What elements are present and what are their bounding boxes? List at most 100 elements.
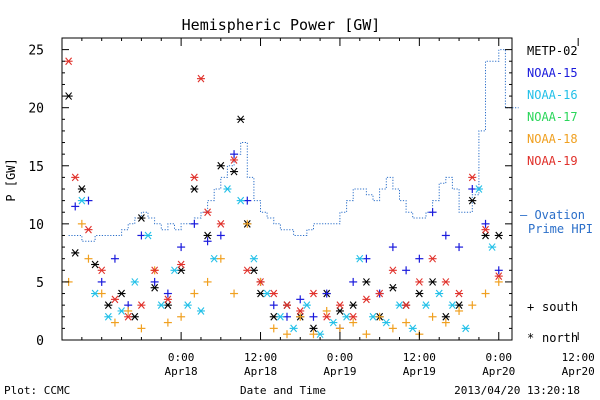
star-d2 (230, 167, 238, 176)
data-point (309, 330, 318, 339)
star-d2 (118, 307, 125, 315)
data-point (402, 266, 411, 275)
data-point (216, 231, 225, 240)
star-d2 (197, 307, 205, 315)
data-point (415, 289, 424, 298)
data-point (177, 260, 186, 269)
x-tick-date: Apr19 (323, 365, 356, 378)
star-d2 (184, 301, 192, 310)
data-point (296, 307, 305, 315)
data-point (362, 330, 371, 339)
star-d2 (190, 173, 198, 182)
data-point (441, 231, 450, 240)
data-point (236, 115, 245, 124)
star-d2 (250, 266, 258, 275)
star-d2 (409, 324, 417, 333)
data-point (388, 324, 397, 333)
star-d2 (177, 266, 185, 275)
marker-legend-label: north (542, 331, 578, 345)
star-d2 (349, 312, 357, 321)
star-d2 (257, 289, 264, 298)
star-d2 (402, 301, 410, 310)
data-point (97, 266, 106, 275)
data-point (216, 254, 225, 263)
data-point (117, 289, 126, 298)
star-d2 (362, 278, 370, 286)
data-point (137, 301, 146, 310)
data-point (124, 312, 133, 321)
data-point (362, 278, 371, 286)
data-point (455, 306, 464, 315)
star-d2 (336, 301, 344, 310)
data-point (421, 301, 430, 310)
data-point (84, 254, 93, 263)
data-point (382, 318, 391, 327)
legend-item: NOAA-19 (527, 154, 578, 168)
star-d2 (389, 283, 397, 292)
legend-item: NOAA-17 (527, 110, 578, 124)
data-point (322, 312, 331, 321)
data-point (355, 254, 364, 263)
ovation-legend-label: Prime HPI (528, 222, 593, 236)
data-point (441, 318, 450, 327)
data-point (362, 295, 371, 304)
star-d2 (329, 318, 337, 327)
data-point (441, 278, 450, 286)
data-point (309, 312, 318, 321)
star-d2 (164, 295, 172, 304)
star-d2 (468, 196, 476, 205)
x-tick-date: Apr20 (482, 365, 515, 378)
data-point (269, 301, 278, 310)
y-tick-label: 5 (36, 276, 44, 291)
data-point (110, 254, 119, 263)
data-point (249, 254, 258, 263)
legend-item: NOAA-18 (527, 132, 578, 146)
star-d2 (362, 295, 370, 304)
data-point (110, 318, 119, 327)
ovation-hpi-line (68, 49, 519, 242)
star-d2 (369, 312, 377, 321)
star-d2 (190, 185, 198, 193)
star-d2 (137, 301, 145, 310)
data-point (163, 289, 172, 298)
star-d2 (157, 301, 165, 310)
axes: 05101520250:00Apr1812:00Apr180:00Apr1912… (28, 37, 595, 378)
star-d2 (290, 324, 298, 333)
data-point (97, 277, 106, 286)
data-point (144, 231, 153, 240)
star-d2 (435, 289, 443, 298)
data-point (203, 231, 212, 240)
y-tick-label: 15 (28, 160, 44, 175)
star-d2 (415, 289, 423, 298)
data-point (77, 219, 86, 228)
marker-legend-label: south (542, 300, 578, 314)
data-point (190, 289, 199, 298)
data-point (243, 219, 252, 228)
data-point (230, 167, 239, 176)
star-d2 (98, 266, 106, 275)
star-d2 (429, 254, 437, 263)
data-point (388, 243, 397, 252)
data-point (474, 185, 483, 193)
data-point (170, 266, 179, 275)
data-point (177, 312, 186, 321)
data-point (130, 278, 139, 286)
star-d2 (204, 231, 212, 240)
data-point (302, 301, 311, 310)
data-point (494, 277, 503, 286)
data-point (196, 307, 205, 315)
plot-timestamp: 2013/04/20 13:20:18 (454, 384, 580, 397)
ovation-legend-label: – Ovation (520, 208, 585, 222)
y-tick-label: 25 (28, 44, 44, 59)
data-point (150, 283, 159, 292)
star-d2 (210, 254, 218, 263)
data-point (415, 254, 424, 263)
x-tick-time: 0:00 (486, 351, 513, 364)
star-d2 (376, 289, 384, 298)
data-point (137, 214, 146, 222)
star-d2 (462, 324, 470, 333)
x-tick-time: 12:00 (403, 351, 436, 364)
legend-item: NOAA-15 (527, 66, 578, 80)
data-point (415, 278, 424, 286)
